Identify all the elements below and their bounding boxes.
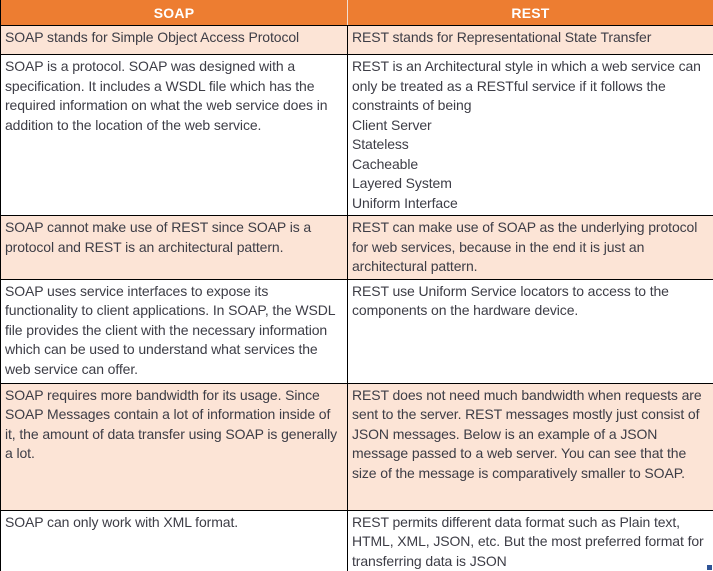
table-row: SOAP can only work with XML format. REST… [0, 509, 713, 571]
cell-rest-interfaces: REST use Uniform Service locators to acc… [347, 278, 713, 384]
cell-soap-bandwidth: SOAP requires more bandwidth for its usa… [0, 382, 348, 511]
cell-rest-usage-of-other: REST can make use of SOAP as the underly… [347, 215, 713, 280]
header-row: SOAP REST [0, 0, 713, 26]
table-row: SOAP stands for Simple Object Access Pro… [0, 25, 713, 55]
table-row: SOAP uses service interfaces to expose i… [0, 278, 713, 384]
table-resize-handle[interactable] [707, 565, 712, 570]
table-row: SOAP cannot make use of REST since SOAP … [0, 215, 713, 280]
cell-rest-definition: REST stands for Representational State T… [347, 25, 713, 55]
cell-soap-usage-of-other: SOAP cannot make use of REST since SOAP … [0, 215, 348, 280]
table-body: SOAP stands for Simple Object Access Pro… [0, 25, 713, 571]
table-row: SOAP is a protocol. SOAP was designed wi… [0, 54, 713, 216]
cell-soap-design: SOAP is a protocol. SOAP was designed wi… [0, 54, 348, 216]
cell-soap-definition: SOAP stands for Simple Object Access Pro… [0, 25, 348, 55]
column-header-soap: SOAP [0, 0, 348, 26]
cell-rest-formats: REST permits different data format such … [347, 509, 713, 571]
table-header: SOAP REST [0, 0, 713, 26]
column-header-rest: REST [347, 0, 713, 26]
table-row: SOAP requires more bandwidth for its usa… [0, 382, 713, 511]
cell-rest-design: REST is an Architectural style in which … [347, 54, 713, 216]
cell-soap-formats: SOAP can only work with XML format. [0, 509, 348, 571]
cell-rest-bandwidth: REST does not need much bandwidth when r… [347, 382, 713, 511]
cell-soap-interfaces: SOAP uses service interfaces to expose i… [0, 278, 348, 384]
